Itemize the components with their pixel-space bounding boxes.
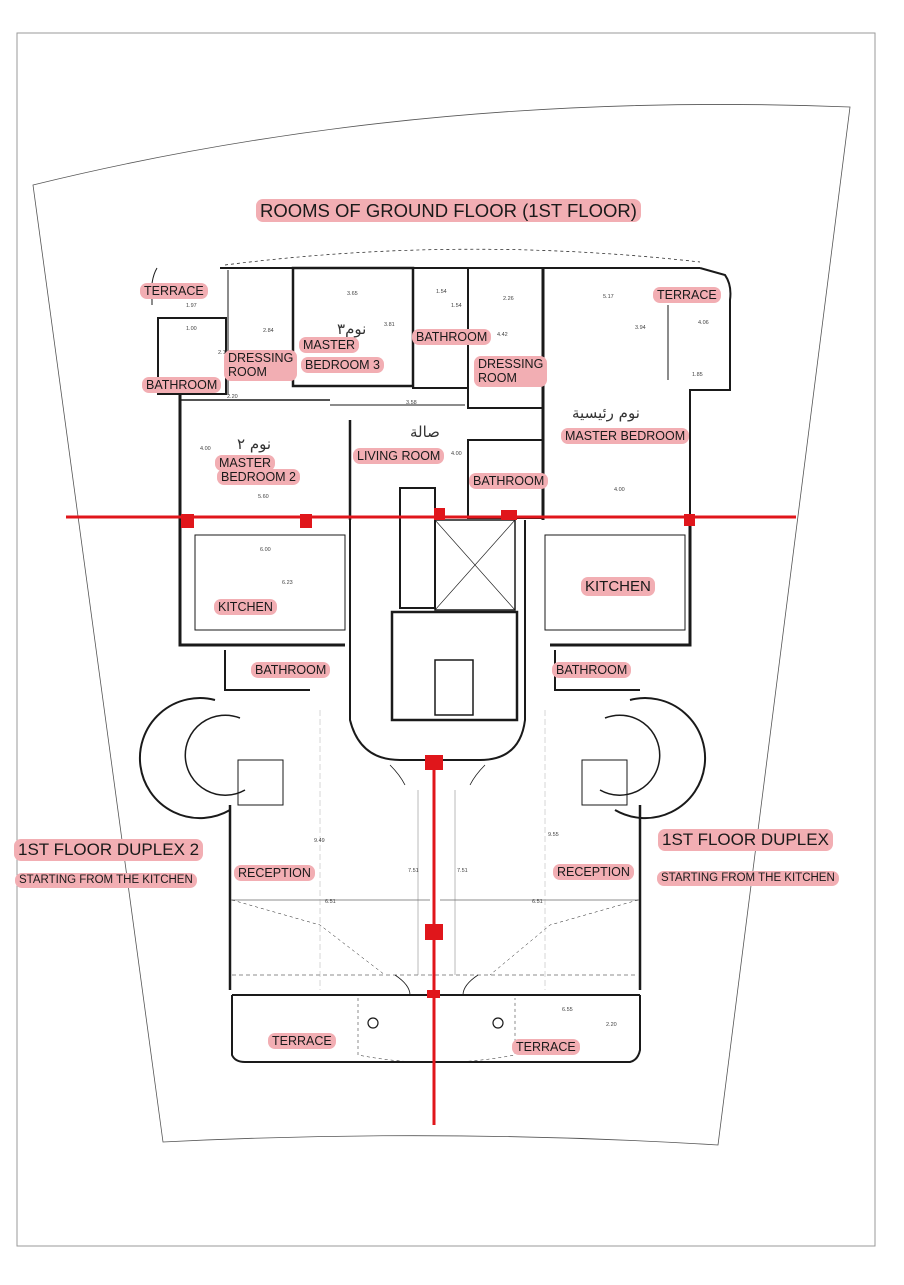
dimension-text: 1.54 bbox=[436, 289, 447, 295]
room-label-terrace-bottom-left: TERRACE bbox=[268, 1033, 336, 1050]
room-label-bathroom-center-mid: BATHROOM bbox=[469, 473, 549, 490]
dimension-text: 2.26 bbox=[503, 296, 514, 302]
dimension-text: 2.12 bbox=[218, 350, 229, 356]
room-label-living-room: LIVING ROOM bbox=[353, 448, 445, 465]
dimension-text: 7.51 bbox=[408, 868, 419, 874]
plot-boundary bbox=[32, 104, 851, 1146]
dimension-text: 6.00 bbox=[260, 547, 271, 553]
unit-title-duplex: 1ST FLOOR DUPLEX bbox=[658, 829, 833, 851]
dimension-text: 3.65 bbox=[347, 291, 358, 297]
room-label-terrace-top-left: TERRACE bbox=[140, 283, 208, 300]
room-label-terrace-top-right: TERRACE bbox=[653, 287, 721, 304]
dimension-text: 4.06 bbox=[698, 320, 709, 326]
dimension-text: 3.94 bbox=[635, 325, 646, 331]
dimension-text: 4.00 bbox=[614, 487, 625, 493]
dimension-text: 5.17 bbox=[603, 294, 614, 300]
room-label-master-bedroom-right: MASTER BEDROOM bbox=[561, 428, 690, 445]
dimension-text: 1.97 bbox=[186, 303, 197, 309]
dimension-text: 3.81 bbox=[384, 322, 395, 328]
room-label-line: DRESSING bbox=[478, 357, 544, 371]
dimension-text: 6.23 bbox=[282, 580, 293, 586]
unit-note-duplex: STARTING FROM THE KITCHEN bbox=[657, 871, 839, 887]
dimension-text: 6.51 bbox=[325, 899, 336, 905]
room-label-line: DRESSING bbox=[228, 351, 294, 365]
room-label-reception-right: RECEPTION bbox=[553, 864, 634, 881]
dimension-text: 4.00 bbox=[200, 446, 211, 452]
unit-title-duplex-2: 1ST FLOOR DUPLEX 2 bbox=[14, 839, 204, 861]
dimension-text: 1.85 bbox=[692, 372, 703, 378]
room-label-kitchen-left: KITCHEN bbox=[214, 599, 277, 616]
dimension-text: 7.51 bbox=[457, 868, 468, 874]
arabic-label-bedroom-3: نوم٣ bbox=[337, 320, 367, 338]
dimension-text: 2.20 bbox=[227, 394, 238, 400]
arabic-label-bedroom-2: نوم ٢ bbox=[237, 435, 272, 453]
dimension-text: 9.55 bbox=[548, 832, 559, 838]
dimension-text: 9.49 bbox=[314, 838, 325, 844]
dimension-text: 6.51 bbox=[532, 899, 543, 905]
arabic-label-master-bedroom: نوم رئيسية bbox=[572, 404, 640, 422]
dimension-text: 5.60 bbox=[258, 494, 269, 500]
room-label-terrace-bottom-right: TERRACE bbox=[512, 1039, 580, 1056]
room-label-master-bedroom-2-line1: MASTER bbox=[215, 455, 276, 472]
sheet-border bbox=[16, 32, 876, 1247]
room-label-dressing-left: DRESSING ROOM bbox=[224, 350, 298, 381]
dimension-text: 2.84 bbox=[263, 328, 274, 334]
room-label-master-bedroom-3-line2: BEDROOM 3 bbox=[301, 357, 385, 374]
room-label-bathroom-bottom-right: BATHROOM bbox=[552, 662, 632, 679]
dimension-text: 6.55 bbox=[562, 1007, 573, 1013]
room-label-line: ROOM bbox=[228, 365, 267, 380]
dimension-text: 2.20 bbox=[606, 1022, 617, 1028]
structural-columns bbox=[181, 508, 695, 998]
room-label-reception-left: RECEPTION bbox=[234, 865, 315, 882]
room-label-master-bedroom-2-line2: BEDROOM 2 bbox=[217, 469, 301, 486]
dimension-text: 4.42 bbox=[497, 332, 508, 338]
dimension-text: 1.00 bbox=[186, 326, 197, 332]
room-label-dressing-center: DRESSING ROOM bbox=[474, 356, 548, 387]
dimension-text: 4.00 bbox=[451, 451, 462, 457]
arabic-label-living: صالة bbox=[410, 423, 440, 441]
room-label-master-bedroom-3-line1: MASTER bbox=[299, 337, 360, 354]
unit-note-duplex-2: STARTING FROM THE KITCHEN bbox=[15, 873, 197, 889]
page-title: ROOMS OF GROUND FLOOR (1ST FLOOR) bbox=[256, 199, 641, 223]
room-label-bathroom-bottom-left: BATHROOM bbox=[251, 662, 331, 679]
room-label-bathroom-top-left: BATHROOM bbox=[142, 377, 222, 394]
dimension-text: 3.58 bbox=[406, 400, 417, 406]
room-label-kitchen-right: KITCHEN bbox=[581, 577, 655, 597]
room-label-bathroom-center-top: BATHROOM bbox=[412, 329, 492, 346]
room-label-line: ROOM bbox=[478, 371, 517, 386]
dimension-text: 1.54 bbox=[451, 303, 462, 309]
